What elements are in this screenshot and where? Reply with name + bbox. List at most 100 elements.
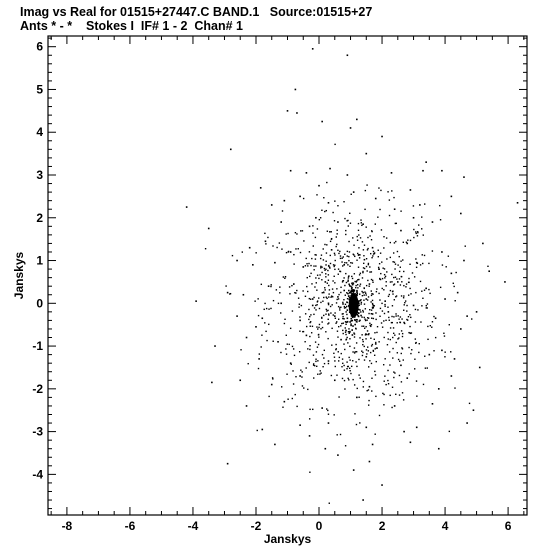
scatter-dot	[337, 268, 340, 270]
cluster-dot	[350, 324, 352, 327]
scatter-dot	[285, 353, 288, 355]
scatter-dot	[204, 247, 207, 250]
scatter-dot	[417, 231, 419, 233]
x-tick-label: -4	[188, 519, 199, 533]
data-point	[365, 426, 368, 429]
scatter-dot	[349, 338, 351, 340]
data-point	[371, 443, 374, 446]
scatter-dot	[339, 257, 342, 260]
scatter-dot	[341, 358, 344, 360]
data-point	[362, 223, 364, 225]
scatter-dot	[337, 351, 339, 353]
scatter-dot	[383, 393, 385, 396]
scatter-dot	[336, 229, 338, 231]
scatter-dot	[333, 414, 335, 416]
scatter-dot	[309, 321, 311, 324]
scatter-dot	[421, 216, 423, 218]
scatter-dot	[383, 312, 386, 315]
scatter-dot	[229, 292, 232, 295]
scatter-dot	[416, 262, 419, 265]
scatter-dot	[261, 334, 263, 336]
scatter-dot	[319, 257, 322, 260]
scatter-dot	[300, 369, 302, 371]
scatter-dot	[320, 328, 322, 330]
scatter-dot	[349, 222, 352, 224]
scatter-dot	[415, 291, 417, 294]
scatter-dot	[350, 372, 352, 375]
scatter-dot	[368, 312, 370, 315]
scatter-dot	[390, 321, 393, 324]
plot-frame	[47, 35, 528, 516]
scatter-dot	[318, 307, 321, 310]
scatter-dot	[369, 271, 371, 273]
scatter-dot	[361, 277, 364, 279]
y-tick-label: 5	[36, 82, 43, 96]
scatter-dot	[361, 294, 364, 297]
data-point	[330, 249, 333, 251]
scatter-dot	[282, 406, 284, 408]
scatter-dot	[413, 276, 416, 278]
scatter-dot	[316, 300, 319, 302]
scatter-dot	[365, 333, 367, 335]
scatter-dot	[402, 259, 404, 261]
scatter-dot	[348, 367, 351, 369]
cluster-dot	[355, 296, 357, 299]
scatter-dot	[379, 278, 381, 280]
scatter-dot	[429, 324, 431, 327]
scatter-dot	[315, 351, 318, 353]
scatter-dot	[423, 254, 426, 257]
scatter-dot	[403, 270, 405, 273]
scatter-dot	[394, 263, 397, 265]
data-point	[340, 338, 342, 341]
scatter-dot	[336, 374, 338, 376]
x-tick-label: -2	[251, 519, 262, 533]
scatter-dot	[403, 309, 405, 311]
scatter-dot	[392, 252, 395, 254]
scatter-dot	[395, 393, 397, 396]
scatter-dot	[372, 306, 375, 309]
scatter-dot	[354, 413, 356, 415]
scatter-dot	[297, 297, 300, 299]
scatter-dot	[314, 341, 317, 343]
scatter-dot	[327, 362, 330, 365]
cluster-dot	[352, 289, 354, 291]
scatter-dot	[405, 241, 408, 243]
scatter-dot	[364, 208, 366, 211]
scatter-dot	[409, 325, 411, 328]
scatter-dot	[454, 300, 456, 302]
scatter-dot	[433, 350, 435, 352]
data-point	[412, 216, 415, 219]
cluster-dot	[356, 305, 358, 308]
scatter-dot	[407, 281, 410, 284]
scatter-dot	[282, 276, 285, 278]
scatter-dot	[424, 355, 426, 357]
scatter-dot	[344, 284, 346, 287]
scatter-dot	[402, 359, 404, 361]
scatter-dot	[409, 239, 412, 242]
scatter-dot	[292, 348, 295, 350]
scatter-dot	[308, 318, 310, 321]
scatter-dot	[326, 244, 328, 246]
data-point	[478, 366, 481, 369]
scatter-dot	[346, 368, 348, 370]
data-point	[293, 283, 295, 285]
scatter-dot	[346, 301, 349, 304]
data-point	[441, 349, 443, 352]
scatter-dot	[333, 352, 335, 355]
scatter-dot	[291, 345, 294, 348]
scatter-dot	[314, 286, 316, 288]
scatter-dot	[278, 242, 281, 244]
scatter-dot	[348, 296, 351, 299]
data-point	[371, 313, 374, 315]
scatter-dot	[291, 310, 294, 312]
scatter-dot	[387, 383, 390, 385]
scatter-dot	[371, 317, 373, 319]
scatter-dot	[346, 336, 348, 339]
data-point	[283, 400, 286, 403]
scatter-dot	[367, 350, 370, 352]
scatter-dot	[384, 275, 387, 278]
x-tick-label: 4	[442, 519, 449, 533]
scatter-dot	[392, 293, 394, 295]
scatter-dot	[258, 353, 261, 355]
scatter-dot	[418, 351, 420, 354]
